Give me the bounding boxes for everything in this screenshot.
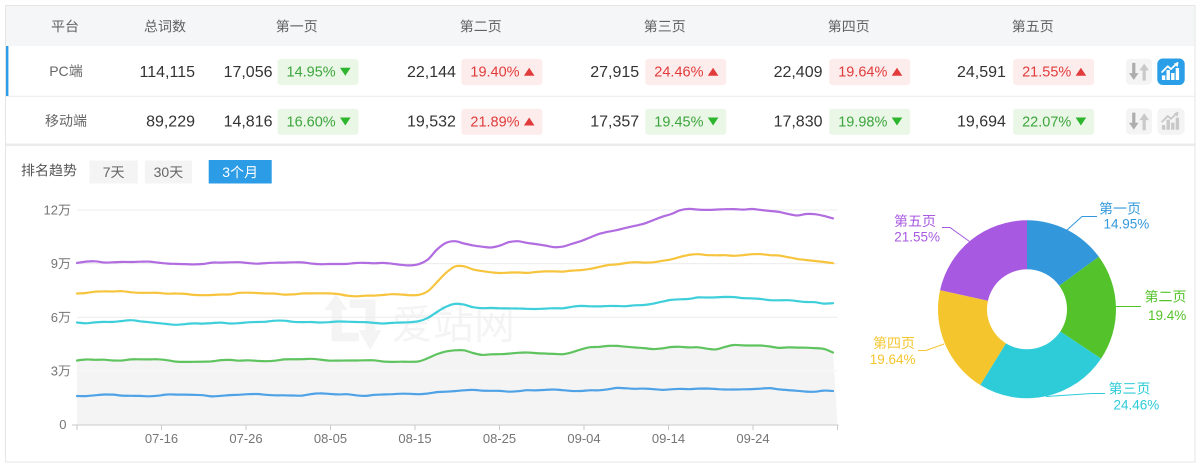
svg-text:21.89%: 21.89%: [470, 114, 519, 130]
svg-text:22.07%: 22.07%: [1022, 114, 1071, 130]
svg-text:24.46%: 24.46%: [1114, 398, 1160, 413]
svg-text:08-15: 08-15: [398, 431, 431, 446]
svg-text:07-26: 07-26: [229, 431, 262, 446]
svg-text:14.95%: 14.95%: [287, 65, 336, 81]
svg-text:22,144: 22,144: [407, 64, 456, 81]
svg-text:6: 6: [51, 310, 58, 325]
svg-text:12: 12: [44, 203, 58, 218]
svg-text:9: 9: [51, 256, 58, 271]
svg-text:27,915: 27,915: [590, 64, 639, 81]
svg-text:19.45%: 19.45%: [654, 114, 703, 130]
svg-text:19.98%: 19.98%: [838, 114, 887, 130]
svg-text:19.64%: 19.64%: [870, 352, 916, 367]
svg-text:114,115: 114,115: [140, 64, 196, 81]
svg-text:14,816: 14,816: [224, 114, 273, 131]
svg-text:19.4%: 19.4%: [1148, 308, 1186, 323]
svg-text:16.60%: 16.60%: [287, 114, 336, 130]
svg-text:0: 0: [59, 417, 66, 432]
svg-text:PC: PC: [49, 63, 68, 79]
svg-text:7: 7: [103, 164, 111, 180]
svg-text:30: 30: [154, 164, 170, 180]
svg-text:24.46%: 24.46%: [654, 65, 703, 81]
svg-text:17,357: 17,357: [590, 114, 639, 131]
svg-text:3: 3: [51, 363, 58, 378]
svg-text:19,532: 19,532: [407, 114, 456, 131]
svg-text:17,056: 17,056: [224, 64, 273, 81]
svg-text:21.55%: 21.55%: [894, 230, 940, 245]
svg-text:09-04: 09-04: [567, 431, 600, 446]
svg-text:08-25: 08-25: [483, 431, 516, 446]
svg-text:08-05: 08-05: [314, 431, 347, 446]
svg-text:09-14: 09-14: [652, 431, 685, 446]
svg-text:19.64%: 19.64%: [838, 65, 887, 81]
svg-text:89,229: 89,229: [146, 114, 195, 131]
svg-text:21.55%: 21.55%: [1022, 65, 1071, 81]
svg-text:19.40%: 19.40%: [470, 65, 519, 81]
svg-text:09-24: 09-24: [736, 431, 769, 446]
svg-text:3: 3: [222, 164, 230, 180]
svg-text:24,591: 24,591: [957, 64, 1006, 81]
svg-text:17,830: 17,830: [774, 114, 823, 131]
svg-text:22,409: 22,409: [774, 64, 823, 81]
svg-text:19,694: 19,694: [957, 114, 1006, 131]
svg-text:14.95%: 14.95%: [1104, 217, 1150, 232]
svg-text:07-16: 07-16: [145, 431, 178, 446]
